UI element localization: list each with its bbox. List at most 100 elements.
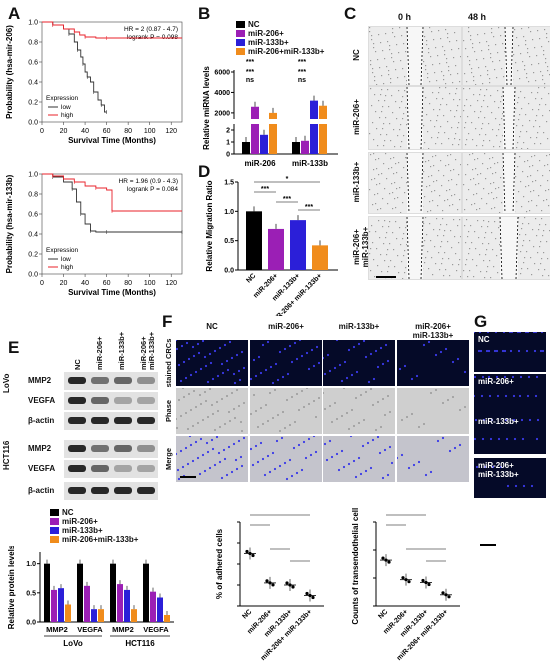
cell-speck [502, 43, 504, 45]
cell-speck [448, 180, 450, 182]
cell-speck [436, 98, 438, 100]
data-point [427, 582, 431, 587]
cell-dot [315, 416, 317, 418]
cell-dot [489, 437, 493, 441]
cell-speck [445, 165, 447, 167]
cell-speck [525, 114, 527, 116]
cell-speck [484, 33, 486, 35]
y-tick-label: 0.6 [28, 212, 38, 219]
data-point [248, 551, 252, 556]
cell-dot [197, 422, 199, 424]
cell-dot [348, 428, 350, 430]
cell-speck [390, 78, 392, 80]
micrograph-row-label: Phase [164, 399, 173, 423]
cell-speck [402, 68, 404, 70]
cell-speck [487, 226, 489, 228]
cell-dot [208, 352, 212, 356]
cell-dot [182, 360, 186, 364]
cell-dot [400, 453, 404, 457]
cell-dot [289, 424, 291, 426]
cell-speck [485, 66, 487, 68]
cell-dot [347, 462, 351, 466]
cell-speck [469, 248, 471, 250]
cell-dot [417, 460, 421, 464]
fluorescence-texture [474, 375, 539, 398]
cell-dot [474, 418, 478, 422]
cell-speck [538, 63, 540, 65]
cell-speck [526, 131, 528, 133]
blot-band [137, 445, 155, 452]
cell-dot [255, 410, 257, 412]
cell-dot [197, 351, 201, 355]
scratch-row-label: miR-133b+ [352, 161, 361, 203]
cell-speck [521, 228, 523, 230]
logrank-p: logrank P = 0.084 [127, 186, 178, 193]
cell-speck [458, 264, 460, 266]
cell-speck [433, 165, 435, 167]
cell-speck [440, 160, 442, 162]
cell-dot [217, 410, 219, 412]
y-tick-label: 6000 [214, 70, 230, 77]
cell-dot [387, 395, 389, 397]
cell-speck [437, 55, 439, 57]
cell-speck [465, 242, 467, 244]
legend-label-nc: NC [248, 20, 260, 29]
cell-dot [427, 340, 431, 344]
cell-dot [208, 466, 212, 470]
cell-speck [431, 31, 433, 33]
wound-edge-left [406, 27, 410, 85]
cell-speck [469, 64, 471, 66]
blot-band [68, 397, 86, 404]
cell-speck [486, 203, 488, 205]
cell-speck [449, 205, 451, 207]
cell-speck [492, 129, 494, 131]
cell-speck [459, 81, 461, 83]
cell-speck [443, 79, 445, 81]
y-tick-label: 4000 [214, 90, 230, 97]
cell-speck [480, 75, 482, 77]
cell-speck [522, 125, 524, 127]
cell-speck [495, 44, 497, 46]
cell-dot [386, 473, 390, 477]
cell-speck [447, 155, 449, 157]
cell-dot [210, 438, 214, 442]
cell-dot [243, 402, 245, 404]
cell-dot [227, 445, 231, 449]
cell-speck [439, 195, 441, 197]
cell-speck [472, 139, 474, 141]
cell-speck [434, 72, 436, 74]
cell-speck [390, 158, 392, 160]
cell-speck [428, 268, 430, 270]
cell-speck [463, 88, 465, 90]
cell-speck [450, 110, 452, 112]
data-point [291, 585, 295, 589]
legend-swatch-mir206 [236, 30, 245, 37]
cell-dot [226, 395, 228, 397]
cell-speck [374, 194, 376, 196]
cell-dot [528, 418, 532, 422]
cell-speck [548, 275, 550, 277]
cell-speck [503, 76, 505, 78]
cell-dot [264, 368, 268, 372]
cell-dot [367, 380, 371, 384]
cell-speck [393, 173, 395, 175]
cell-speck [521, 148, 523, 149]
cell-dot [200, 403, 202, 405]
data-point [271, 583, 275, 587]
cell-speck [432, 156, 434, 158]
cell-dot [278, 350, 282, 354]
cell-speck [370, 270, 372, 272]
cell-speck [406, 124, 408, 126]
cell-dot [487, 375, 491, 379]
cell-dot [407, 466, 411, 470]
cell-dot [366, 441, 370, 445]
cell-dot [522, 484, 526, 488]
cell-speck [431, 137, 433, 139]
cell-dot [345, 376, 349, 380]
cell-speck [489, 82, 491, 84]
cell-speck [490, 277, 492, 279]
cell-dot [488, 394, 492, 398]
cell-dot [194, 370, 198, 374]
data-point [381, 556, 385, 560]
